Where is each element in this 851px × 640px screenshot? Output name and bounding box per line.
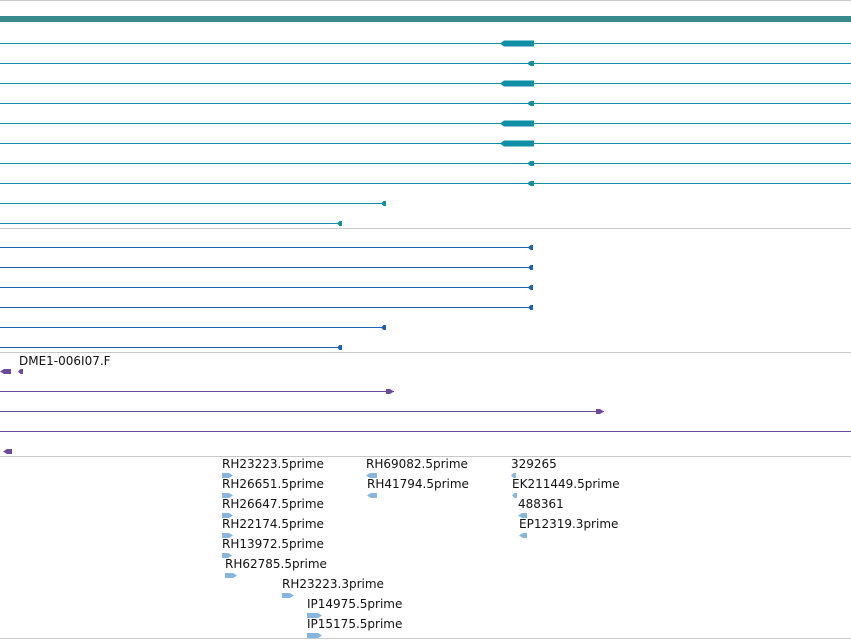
clone-block[interactable] bbox=[3, 449, 12, 454]
est-block[interactable] bbox=[222, 513, 233, 518]
est-block[interactable] bbox=[222, 493, 233, 498]
exon-block[interactable] bbox=[527, 161, 534, 166]
est-block[interactable] bbox=[518, 513, 527, 518]
est-block[interactable] bbox=[519, 533, 527, 538]
est-label[interactable]: RH23223.3prime bbox=[282, 577, 384, 591]
est-block[interactable] bbox=[367, 493, 377, 498]
est-label[interactable]: RH69082.5prime bbox=[366, 457, 468, 471]
est-block[interactable] bbox=[222, 553, 232, 558]
est-track[interactable]: RH23223.5prime RH69082.5prime 329265 RH2665… bbox=[222, 457, 620, 638]
est-label[interactable]: RH23223.5prime bbox=[222, 457, 324, 471]
clone-track[interactable]: DME1-006I07.F bbox=[0, 354, 851, 454]
est-label[interactable]: RH13972.5prime bbox=[222, 537, 324, 551]
clone-label[interactable]: DME1-006I07.F bbox=[19, 354, 111, 368]
exon-block[interactable] bbox=[500, 120, 534, 127]
est-block[interactable] bbox=[225, 573, 237, 578]
exon-block[interactable] bbox=[528, 245, 533, 250]
exon-block[interactable] bbox=[337, 345, 342, 350]
est-block[interactable] bbox=[366, 473, 377, 478]
est-label[interactable]: RH26647.5prime bbox=[222, 497, 324, 511]
est-label[interactable]: RH62785.5prime bbox=[225, 557, 327, 571]
est-block[interactable] bbox=[307, 613, 322, 618]
exon-block[interactable] bbox=[381, 325, 386, 330]
exon-block[interactable] bbox=[381, 201, 386, 206]
exon-block[interactable] bbox=[500, 40, 534, 47]
exon-block[interactable] bbox=[528, 285, 533, 290]
exon-block[interactable] bbox=[528, 305, 533, 310]
est-block[interactable] bbox=[222, 473, 233, 478]
est-block[interactable] bbox=[307, 633, 322, 638]
est-label[interactable]: 488361 bbox=[518, 497, 564, 511]
est-label[interactable]: RH41794.5prime bbox=[367, 477, 469, 491]
est-label[interactable]: RH22174.5prime bbox=[222, 517, 324, 531]
est-label[interactable]: EP12319.3prime bbox=[519, 517, 618, 531]
est-label[interactable]: IP14975.5prime bbox=[307, 597, 402, 611]
gene-body-bar[interactable] bbox=[0, 16, 851, 22]
clone-block[interactable] bbox=[0, 369, 11, 374]
est-block[interactable] bbox=[512, 493, 517, 498]
exon-block[interactable] bbox=[500, 140, 534, 147]
alignment-track[interactable] bbox=[0, 245, 533, 350]
est-label[interactable]: 329265 bbox=[511, 457, 557, 471]
est-label[interactable]: EK211449.5prime bbox=[512, 477, 620, 491]
exon-block[interactable] bbox=[527, 101, 534, 106]
clone-block[interactable] bbox=[18, 369, 23, 374]
exon-block[interactable] bbox=[337, 221, 342, 226]
transcript-track[interactable] bbox=[0, 16, 851, 226]
exon-block[interactable] bbox=[527, 181, 534, 186]
exon-block[interactable] bbox=[500, 80, 534, 87]
exon-block[interactable] bbox=[527, 61, 534, 66]
exon-block[interactable] bbox=[386, 389, 394, 394]
est-block[interactable] bbox=[511, 473, 516, 478]
est-block[interactable] bbox=[282, 593, 294, 598]
est-label[interactable]: RH26651.5prime bbox=[222, 477, 324, 491]
est-label[interactable]: IP15175.5prime bbox=[307, 617, 402, 631]
est-block[interactable] bbox=[222, 533, 233, 538]
exon-block[interactable] bbox=[528, 265, 533, 270]
exon-block[interactable] bbox=[596, 409, 604, 414]
